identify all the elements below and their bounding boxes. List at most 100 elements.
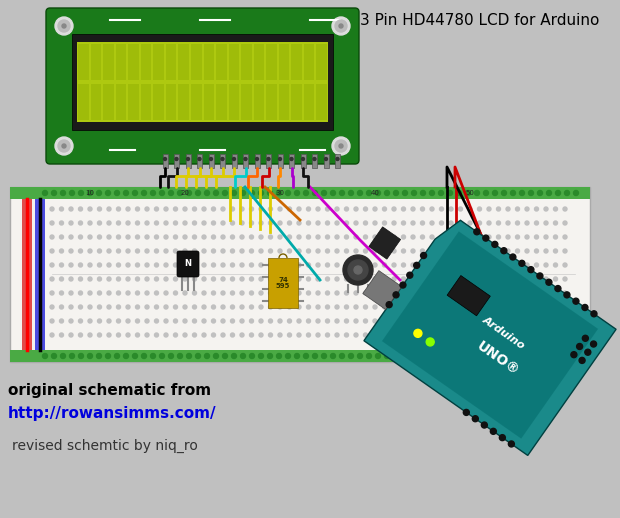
Circle shape <box>544 305 548 309</box>
Circle shape <box>579 357 585 364</box>
Circle shape <box>322 191 327 195</box>
Circle shape <box>278 277 282 281</box>
Circle shape <box>430 191 435 195</box>
Circle shape <box>363 319 368 323</box>
Circle shape <box>525 277 529 281</box>
Circle shape <box>563 305 567 309</box>
Circle shape <box>466 353 471 358</box>
Circle shape <box>407 272 413 278</box>
Circle shape <box>525 235 529 239</box>
Circle shape <box>520 191 525 195</box>
Text: original schematic from: original schematic from <box>8 383 211 398</box>
Circle shape <box>477 291 482 295</box>
Circle shape <box>373 305 377 309</box>
Circle shape <box>420 263 425 267</box>
Bar <box>241 84 252 120</box>
Circle shape <box>288 333 291 337</box>
Circle shape <box>528 191 533 195</box>
Circle shape <box>515 263 520 267</box>
Circle shape <box>394 191 399 195</box>
Circle shape <box>376 191 381 195</box>
Circle shape <box>392 319 396 323</box>
Circle shape <box>213 191 218 195</box>
Circle shape <box>326 319 329 323</box>
Circle shape <box>202 319 206 323</box>
Circle shape <box>187 353 192 358</box>
Circle shape <box>563 277 567 281</box>
Bar <box>231 154 236 168</box>
Circle shape <box>582 335 588 341</box>
Circle shape <box>174 305 177 309</box>
Circle shape <box>50 207 54 211</box>
Circle shape <box>448 353 453 358</box>
Circle shape <box>136 319 140 323</box>
Circle shape <box>326 249 329 253</box>
Circle shape <box>420 305 425 309</box>
Circle shape <box>267 353 273 358</box>
Circle shape <box>358 191 363 195</box>
Circle shape <box>456 191 461 195</box>
Circle shape <box>430 333 434 337</box>
Circle shape <box>61 353 66 358</box>
Circle shape <box>159 191 164 195</box>
Bar <box>304 44 314 80</box>
Bar <box>185 154 190 168</box>
Circle shape <box>107 221 111 225</box>
Circle shape <box>373 319 377 323</box>
Circle shape <box>154 207 159 211</box>
Circle shape <box>591 311 597 317</box>
Circle shape <box>564 353 570 358</box>
Circle shape <box>515 333 520 337</box>
Circle shape <box>363 249 368 253</box>
Circle shape <box>97 263 102 267</box>
Circle shape <box>440 277 443 281</box>
Circle shape <box>297 235 301 239</box>
Circle shape <box>383 305 386 309</box>
Circle shape <box>177 191 182 195</box>
Circle shape <box>363 333 368 337</box>
Circle shape <box>373 263 377 267</box>
Circle shape <box>376 353 381 358</box>
Circle shape <box>183 263 187 267</box>
Circle shape <box>278 221 282 225</box>
Bar <box>197 154 202 168</box>
Circle shape <box>577 343 583 350</box>
Circle shape <box>267 191 273 195</box>
Circle shape <box>174 263 177 267</box>
Circle shape <box>210 157 213 161</box>
Circle shape <box>79 353 84 358</box>
Circle shape <box>354 277 358 281</box>
Circle shape <box>477 235 482 239</box>
Circle shape <box>392 333 396 337</box>
Circle shape <box>202 291 206 295</box>
Circle shape <box>430 221 434 225</box>
Circle shape <box>221 333 225 337</box>
Circle shape <box>449 333 453 337</box>
Circle shape <box>117 319 120 323</box>
Bar <box>291 84 302 120</box>
Circle shape <box>174 249 177 253</box>
Circle shape <box>249 353 254 358</box>
Circle shape <box>288 277 291 281</box>
Circle shape <box>232 157 236 161</box>
Circle shape <box>97 305 102 309</box>
Circle shape <box>339 144 343 148</box>
Circle shape <box>534 305 539 309</box>
Circle shape <box>97 207 102 211</box>
Circle shape <box>97 249 102 253</box>
Circle shape <box>164 235 168 239</box>
FancyBboxPatch shape <box>46 8 359 164</box>
Circle shape <box>487 221 491 225</box>
Circle shape <box>383 235 386 239</box>
Circle shape <box>211 221 216 225</box>
Circle shape <box>50 221 54 225</box>
Circle shape <box>316 235 320 239</box>
Circle shape <box>534 235 539 239</box>
Circle shape <box>582 305 588 310</box>
Circle shape <box>221 319 225 323</box>
Bar <box>166 84 177 120</box>
Circle shape <box>563 221 567 225</box>
Circle shape <box>202 235 206 239</box>
Circle shape <box>525 333 529 337</box>
Circle shape <box>192 291 197 295</box>
